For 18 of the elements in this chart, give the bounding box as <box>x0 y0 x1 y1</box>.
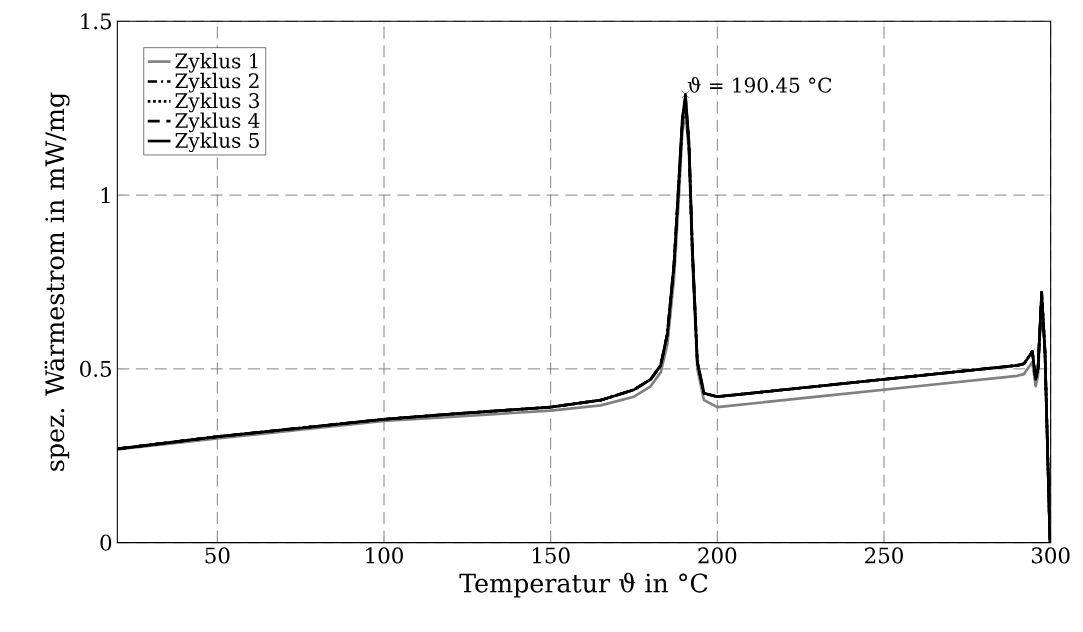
x-tick-label: 100 <box>366 547 403 564</box>
x-tick-label: 250 <box>865 547 903 564</box>
x-tick-label: 50 <box>205 547 230 564</box>
y-tick-label: 1.5 <box>81 13 111 30</box>
annotation: ϑ = 190.45 °C <box>687 77 832 93</box>
legend-label: Zyklus 3 <box>175 92 259 113</box>
y-axis-title: spez. Wärmestrom in mW/mg <box>44 92 70 471</box>
x-tick-label: 150 <box>532 547 570 564</box>
y-tick-label: 0 <box>100 534 112 551</box>
x-tick-label: 200 <box>698 547 737 564</box>
x-tick-label: 300 <box>1031 547 1070 564</box>
legend-label: Zyklus 1 <box>175 53 258 73</box>
legend-label: Zyklus 5 <box>175 132 259 153</box>
y-tick-label: 1 <box>101 187 110 204</box>
x-axis-title: Temperatur ϑ in °C <box>459 572 708 598</box>
legend-label: Zyklus 2 <box>175 72 259 93</box>
y-tick-label: 0.5 <box>80 360 111 377</box>
legend-label: Zyklus 4 <box>175 112 260 133</box>
